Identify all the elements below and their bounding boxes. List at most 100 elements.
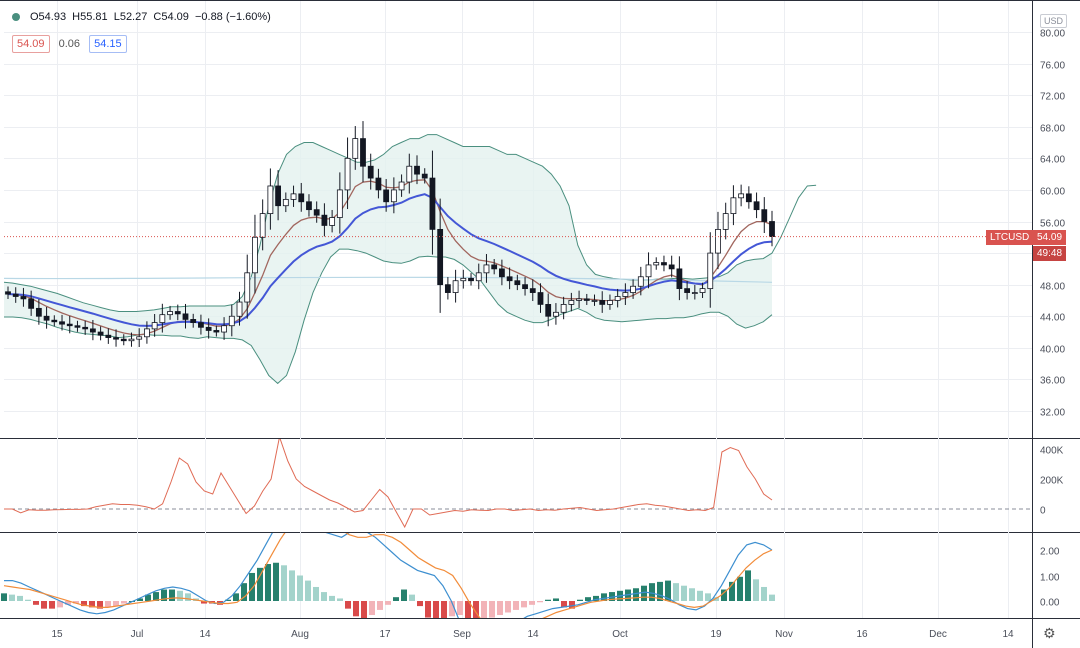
macd-bar [393,597,399,601]
currency-button[interactable]: USD [1040,14,1068,28]
macd-bar [177,590,183,601]
macd-bar [49,601,55,609]
macd-bar [289,570,295,601]
candle-body [522,284,528,290]
y-tick-label: 72.00 [1040,92,1065,103]
candle-body [51,319,58,323]
macd-bar [513,601,519,610]
macd-bar [681,585,687,601]
candle-body [113,337,119,340]
macd-bar [121,601,127,604]
high-value: H55.81 [72,11,108,23]
macd-bar [265,564,271,601]
macd-bar [497,601,503,616]
candle-body [414,165,420,175]
open-value: O54.93 [30,11,67,23]
macd-bar [569,601,575,609]
candle-body [684,288,691,293]
candle-body [360,138,366,167]
macd-bar [33,601,39,605]
last-price-tag: 54.09 [1033,230,1067,245]
macd-bar [737,576,743,601]
candle-body [699,288,706,293]
macd-bar [65,601,71,605]
macd-bar [305,580,311,601]
candle-body [236,301,243,317]
bb-upper-badge[interactable]: 54.09 [12,35,50,53]
blue-moving-average-line [7,193,773,327]
macd-bar [665,580,671,601]
macd-bar [545,599,551,601]
macd-bar [657,581,663,601]
candle-body [174,311,181,315]
x-tick-label: Aug [291,629,309,640]
macd-bar [313,586,319,601]
x-tick-label: 19 [710,629,722,640]
macd-bar [57,601,63,608]
y-tick-label: 80.00 [1040,29,1065,40]
macd-bar [649,583,655,601]
macd-bar [369,601,375,616]
candle-body [367,165,374,179]
candle-body [576,298,582,301]
macd-bar [745,570,751,601]
macd-bar [641,585,647,601]
macd-bar [521,601,527,608]
x-tick-label: 14 [1002,629,1014,640]
macd-bar [137,598,143,601]
macd-bar [417,601,423,607]
candle-body [738,193,745,199]
signal-line [3,533,773,618]
macd-bar [161,589,167,601]
ohlc-legend: O54.93 H55.81 L52.27 C54.09 −0.88 (−1.60… [12,11,274,23]
macd-bar [257,567,263,601]
candle-body [97,331,104,336]
y-tick-label: 36.00 [1040,376,1065,387]
candle-body [128,338,135,342]
candle-body [329,217,336,226]
candle-body [715,228,721,254]
candle-body [167,311,173,316]
candle-body [560,304,567,313]
bb-basis-badge[interactable]: 54.15 [89,35,127,53]
y-tick-label: 76.00 [1040,61,1065,72]
y-tick-label: 0 [1040,506,1046,517]
candle-body [336,189,343,218]
macd-bar [249,572,255,601]
candle-body [5,291,11,295]
long-ma-line [3,276,773,283]
candle-body [491,264,498,270]
candle-body [545,304,552,317]
candle-body [28,298,35,309]
y-tick-label: 1.00 [1040,573,1060,584]
y-tick-label: 400K [1040,446,1064,457]
candle-body [591,300,598,302]
macd-bar [385,601,391,605]
candle-body [460,277,467,282]
macd-bar [297,575,303,601]
candle-body [105,334,112,338]
x-tick-label: 15 [51,629,63,640]
symbol-dot-icon [12,13,20,22]
candle-body [267,185,274,215]
candle-body [290,193,297,200]
gear-icon[interactable]: ⚙ [1043,625,1056,641]
macd-bar [97,601,103,609]
macd-bar [377,601,383,610]
y-tick-label: 60.00 [1040,187,1065,198]
macd-bar [169,589,175,601]
macd-bar [769,594,775,601]
candle-body [20,296,27,300]
candle-body [205,326,212,331]
candle-body [637,276,644,287]
macd-bar [361,601,367,618]
x-tick-label: 14 [527,629,539,640]
bollinger-lower-line [4,248,773,385]
candle-body [429,177,436,230]
y-tick-label: 48.00 [1040,282,1065,293]
macd-bar [409,594,415,601]
candle-body [614,296,621,301]
candle-body [691,292,698,294]
